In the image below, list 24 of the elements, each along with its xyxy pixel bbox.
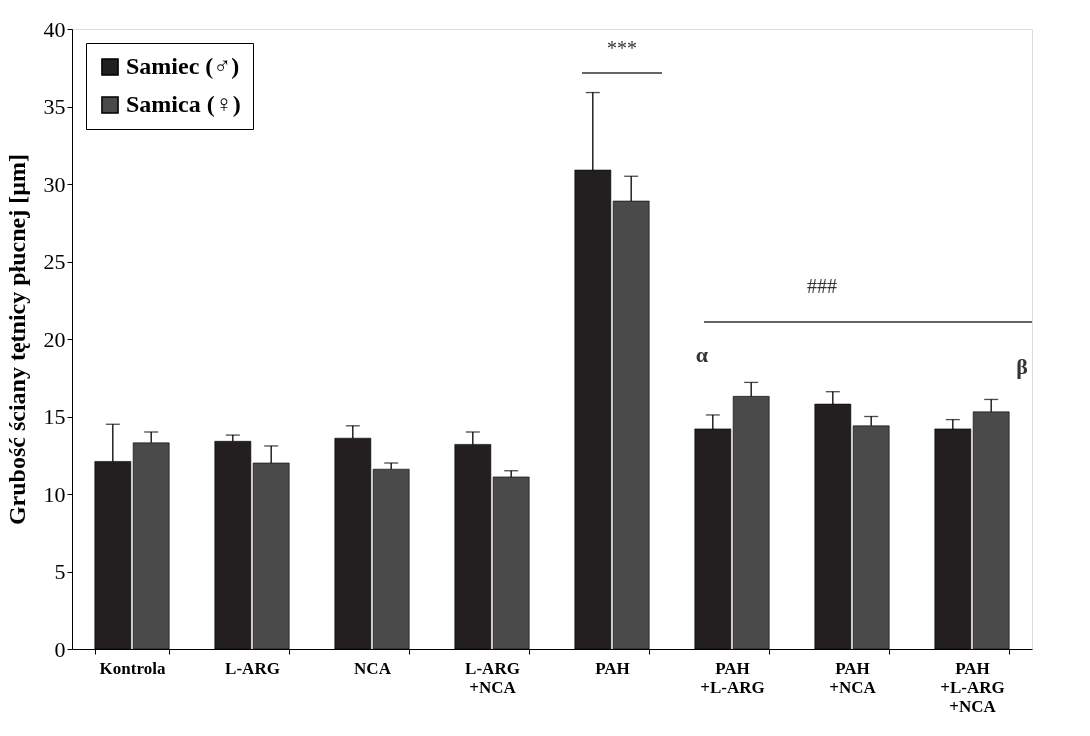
x-tick-label: Kontrola bbox=[99, 658, 166, 678]
x-tick-label: PAH +NCA bbox=[829, 658, 877, 697]
y-tick-label: 20 bbox=[43, 326, 66, 352]
y-tick-label: 5 bbox=[54, 559, 66, 584]
x-tick-label: L-ARG +NCA bbox=[465, 658, 520, 697]
annotation: β bbox=[1016, 354, 1028, 379]
y-tick-label: 35 bbox=[43, 94, 66, 119]
x-tick-label: PAH +L-ARG bbox=[700, 658, 765, 697]
legend-label: Samiec (♂) bbox=[126, 53, 240, 79]
annotation: ### bbox=[807, 275, 837, 297]
y-axis-title: Grubość ściany tętnicy płucnej [µm] bbox=[3, 153, 30, 526]
annotation: *** bbox=[607, 37, 637, 59]
x-tick-label: NCA bbox=[354, 658, 392, 678]
y-tick-label: 30 bbox=[43, 171, 66, 197]
x-tick-label: L-ARG bbox=[225, 658, 280, 678]
annotation: α bbox=[695, 342, 709, 367]
x-tick-label: PAH bbox=[595, 658, 630, 678]
y-tick-label: 25 bbox=[43, 249, 66, 274]
y-tick-label: 10 bbox=[43, 481, 66, 507]
legend-label: Samica (♀) bbox=[126, 91, 241, 117]
y-tick-label: 0 bbox=[54, 636, 66, 662]
x-tick-label: PAH +L-ARG +NCA bbox=[940, 658, 1005, 716]
y-tick-label: 40 bbox=[43, 16, 66, 42]
y-tick-label: 15 bbox=[43, 404, 66, 429]
